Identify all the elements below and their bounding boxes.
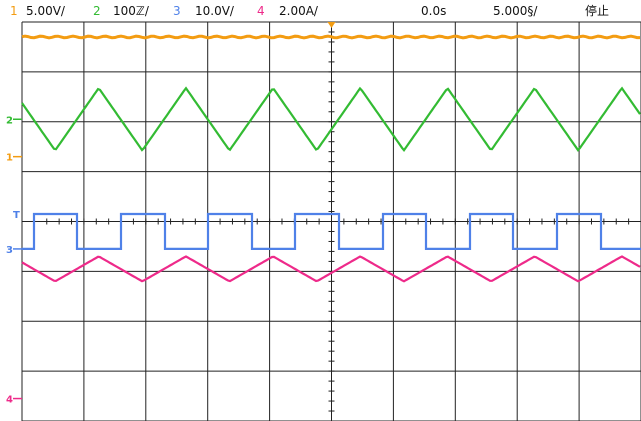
ch2-marker: 2 <box>6 115 13 126</box>
channel-markers: 2 1 3 4 T <box>6 22 336 406</box>
status-bar: 1 5.00V/ 2 100ℤ/ 3 10.0V/ 4 2.00A/ 0.0s … <box>0 0 641 22</box>
ch1-scale: 5.00V/ <box>26 4 65 18</box>
ch3-marker: 3 <box>6 245 13 256</box>
waveform-traces <box>21 34 641 283</box>
ch4-number: 4 <box>257 4 265 18</box>
ch1-marker: 1 <box>6 153 13 164</box>
ch4-marker: 4 <box>6 395 13 406</box>
time-offset: 0.0s <box>421 4 447 18</box>
trace-ch1 <box>21 34 640 40</box>
graticule <box>21 21 641 421</box>
ch2-scale: 100ℤ/ <box>113 4 149 18</box>
trigger-level-marker: T <box>13 210 20 221</box>
ch3-number: 3 <box>173 4 181 18</box>
ch1-number: 1 <box>10 4 18 18</box>
ch2-number: 2 <box>93 4 101 18</box>
trace-ch3 <box>22 212 641 250</box>
trace-ch4 <box>21 255 641 283</box>
trace-ch2 <box>21 86 641 152</box>
run-state: 停止 <box>585 4 610 18</box>
ch4-scale: 2.00A/ <box>279 4 318 18</box>
time-scale: 5.000§/ <box>493 4 538 18</box>
trigger-position-marker <box>327 22 336 28</box>
ch3-scale: 10.0V/ <box>195 4 234 18</box>
